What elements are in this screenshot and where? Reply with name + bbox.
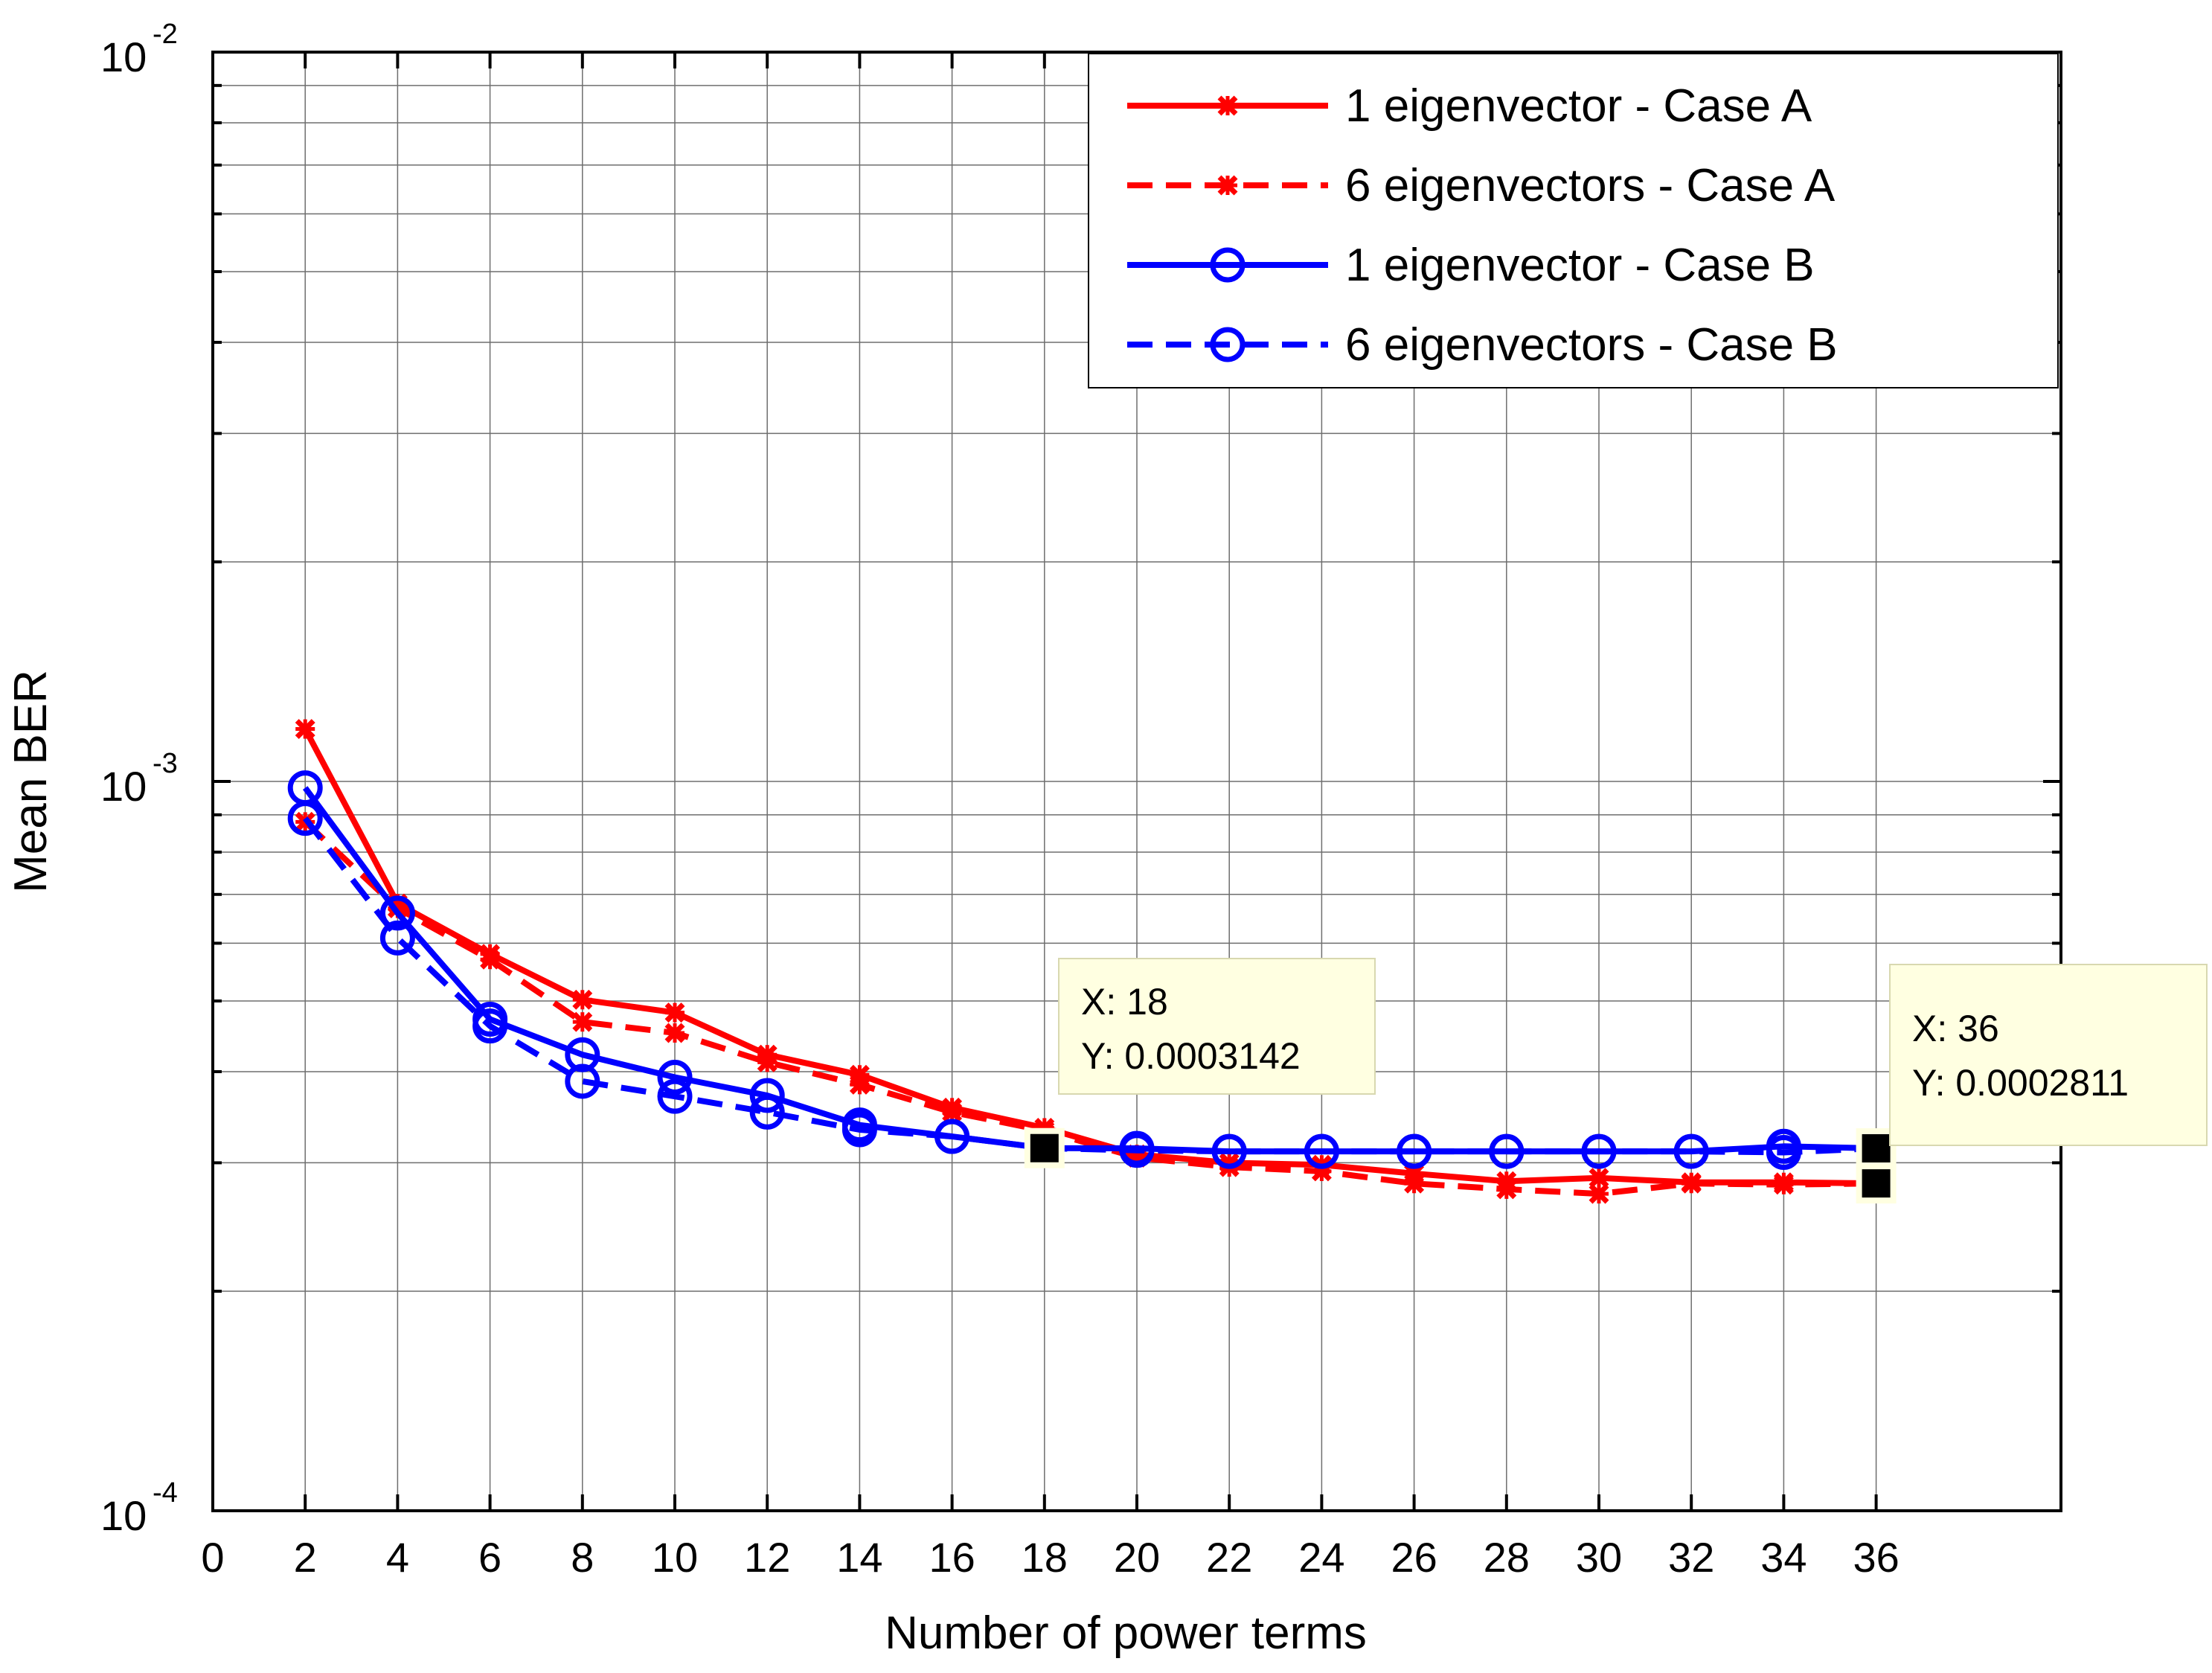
- legend: 1 eigenvector - Case A 6 eigenvectors - C…: [1088, 53, 2059, 388]
- x-tick-label: 12: [744, 1534, 790, 1581]
- datatip-marker: [1862, 1169, 1891, 1198]
- x-tick-label: 8: [571, 1534, 594, 1581]
- x-tick-label: 10: [652, 1534, 698, 1581]
- datatip-box: [1889, 964, 2208, 1146]
- data-point: [1397, 1133, 1432, 1169]
- series-line: [303, 816, 1876, 1156]
- x-tick-label: 14: [836, 1534, 882, 1581]
- x-tick-label: 36: [1853, 1534, 1899, 1581]
- series-2: [295, 811, 1887, 1204]
- legend-marker: [1210, 327, 1246, 362]
- y-tick-label: 10: [100, 33, 147, 80]
- datatip-y-label: Y: 0.0002811: [1912, 1062, 2129, 1104]
- data-point: [1304, 1133, 1339, 1169]
- x-tick-label: 32: [1668, 1534, 1714, 1581]
- data-point: [942, 1101, 963, 1122]
- data-point: [849, 1074, 870, 1095]
- data-series: [287, 719, 1894, 1204]
- datatip-x-label: X: 36: [1912, 1008, 1999, 1049]
- x-tick-label: 30: [1576, 1534, 1622, 1581]
- plot-frame: [211, 51, 2062, 1512]
- data-point: [287, 801, 323, 836]
- x-axis-label: Number of power terms: [885, 1608, 1367, 1659]
- data-point: [841, 1112, 877, 1148]
- x-tick-label: 24: [1298, 1534, 1344, 1581]
- series-line: [303, 819, 1876, 1197]
- legend-label: 1 eigenvector - Case B: [1345, 240, 1815, 291]
- x-axis-tick-labels: 0 2 4 6 8 10 12 14 16 18 20 22 24 26 28 30 32 34 36: [201, 1534, 1899, 1581]
- data-point: [1681, 1173, 1702, 1194]
- y-tick-label: 10: [100, 1492, 147, 1539]
- legend-label: 6 eigenvectors - Case A: [1345, 160, 1836, 211]
- x-tick-label: 22: [1206, 1534, 1252, 1581]
- data-point: [1673, 1133, 1709, 1169]
- data-point: [1489, 1133, 1525, 1169]
- legend-box: [1088, 53, 2059, 388]
- legend-entry: 6 eigenvectors - Case B: [1127, 319, 1838, 371]
- x-tick-label: 34: [1760, 1534, 1807, 1581]
- data-point: [572, 1011, 593, 1032]
- datatip-marker: [1030, 1133, 1059, 1162]
- data-point: [1119, 1133, 1155, 1168]
- data-point: [472, 1008, 508, 1044]
- datatip-y-label: Y: 0.0003142: [1081, 1035, 1301, 1077]
- data-point: [565, 1037, 600, 1072]
- data-point: [1773, 1174, 1794, 1195]
- datatip-marker: [1862, 1134, 1891, 1163]
- x-tick-label: 20: [1114, 1534, 1160, 1581]
- y-axis-label: Mean BER: [5, 670, 57, 893]
- legend-marker: [1217, 95, 1238, 116]
- data-point: [1589, 1183, 1609, 1204]
- data-point: [664, 1023, 685, 1043]
- datatip-box: [1058, 958, 1376, 1095]
- legend-entry: 1 eigenvector - Case B: [1127, 240, 1815, 291]
- data-point: [664, 1002, 685, 1023]
- data-point: [657, 1059, 693, 1095]
- legend-marker: [1217, 175, 1238, 196]
- data-point: [935, 1119, 970, 1154]
- data-point: [379, 920, 415, 956]
- y-tick-exponent: -2: [153, 19, 178, 50]
- data-point: [757, 1052, 778, 1072]
- data-point: [1496, 1179, 1517, 1200]
- x-tick-label: 18: [1022, 1534, 1068, 1581]
- data-point: [379, 895, 415, 931]
- data-point: [572, 989, 593, 1010]
- data-point: [1766, 1134, 1801, 1170]
- x-tick-label: 28: [1484, 1534, 1530, 1581]
- data-point: [657, 1078, 693, 1114]
- legend-entry: 1 eigenvector - Case A: [1127, 80, 1812, 132]
- data-point: [1404, 1173, 1425, 1194]
- legend-label: 1 eigenvector - Case A: [1345, 80, 1812, 132]
- data-point: [1211, 1133, 1247, 1169]
- data-point: [565, 1063, 600, 1099]
- x-tick-label: 4: [386, 1534, 409, 1581]
- datatips: X: 18 Y: 0.0003142 X: 36 Y: 0.0002811: [1024, 958, 2208, 1204]
- data-point: [1581, 1133, 1617, 1169]
- x-tick-label: 0: [201, 1534, 224, 1581]
- y-tick-label: 10: [100, 763, 147, 810]
- x-tick-label: 2: [294, 1534, 317, 1581]
- legend-marker: [1210, 247, 1246, 283]
- datatip-x-label: X: 18: [1081, 981, 1168, 1023]
- datatip: X: 36 Y: 0.0002811: [1889, 964, 2208, 1146]
- data-point: [749, 1094, 785, 1130]
- x-tick-label: 26: [1391, 1534, 1437, 1581]
- y-tick-exponent: -3: [153, 748, 178, 779]
- legend-entry: 6 eigenvectors - Case A: [1127, 160, 1836, 211]
- y-axis-tick-labels: 10-410-310-2: [100, 19, 178, 1539]
- y-tick-exponent: -4: [153, 1477, 178, 1509]
- x-tick-label: 6: [478, 1534, 501, 1581]
- data-point: [480, 949, 501, 970]
- x-tick-label: 16: [929, 1534, 975, 1581]
- datatip: X: 18 Y: 0.0003142: [1058, 958, 1376, 1095]
- legend-label: 6 eigenvectors - Case B: [1345, 319, 1838, 371]
- data-point: [749, 1078, 785, 1113]
- data-point: [295, 719, 315, 740]
